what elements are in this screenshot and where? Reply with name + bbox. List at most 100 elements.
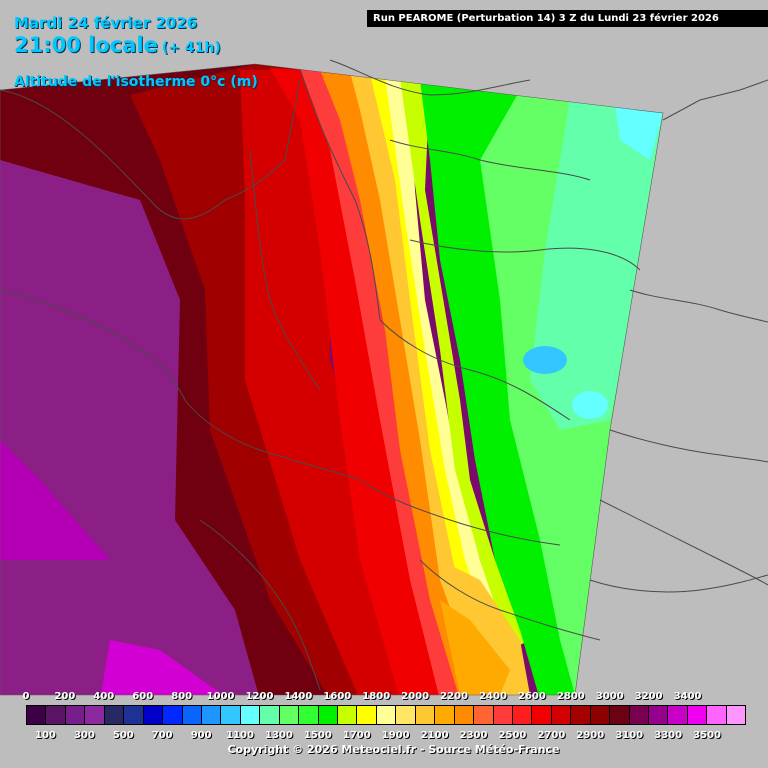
legend-label: 3200 bbox=[634, 691, 663, 702]
legend-swatch bbox=[474, 706, 494, 724]
legend-swatch bbox=[668, 706, 688, 724]
legend-label: 600 bbox=[132, 691, 154, 702]
border-12 bbox=[629, 289, 768, 323]
border-10 bbox=[609, 429, 768, 463]
legend-swatch bbox=[318, 706, 338, 724]
legend-swatch bbox=[124, 706, 144, 724]
border-1 bbox=[249, 149, 321, 391]
border-4 bbox=[409, 239, 641, 271]
legend-swatch bbox=[299, 706, 319, 724]
legend-label: 1200 bbox=[245, 691, 274, 702]
borders bbox=[0, 59, 768, 691]
legend-swatch bbox=[726, 706, 746, 724]
legend-label: 700 bbox=[151, 730, 173, 741]
legend-swatch bbox=[27, 706, 47, 724]
legend-label: 1700 bbox=[342, 730, 371, 741]
legend-swatch bbox=[143, 706, 164, 724]
band-yellowgreen bbox=[400, 78, 530, 650]
legend-label: 1100 bbox=[226, 730, 254, 741]
legend-label: 1800 bbox=[362, 691, 391, 702]
legend-swatch bbox=[163, 706, 183, 724]
legend-label: 1600 bbox=[323, 691, 352, 702]
coastline-baltic bbox=[329, 59, 531, 96]
legend-label: 400 bbox=[93, 691, 115, 702]
border-3 bbox=[389, 139, 591, 181]
legend-label: 2100 bbox=[420, 730, 449, 741]
legend-swatch bbox=[376, 706, 397, 724]
border-9 bbox=[419, 559, 601, 641]
band-lightorange-south bbox=[440, 600, 510, 695]
legend-label: 200 bbox=[54, 691, 76, 702]
legend-swatch bbox=[590, 706, 611, 724]
legend-swatch bbox=[65, 706, 86, 724]
coastline-channel bbox=[0, 289, 186, 401]
band-yellow-orange bbox=[350, 72, 510, 690]
legend-label: 2000 bbox=[401, 691, 430, 702]
legend-label: 300 bbox=[73, 730, 95, 741]
copyright: Copyright © 2026 Meteociel.fr - Source M… bbox=[227, 743, 560, 756]
legend-label: 2400 bbox=[479, 691, 507, 702]
legend-swatch bbox=[240, 706, 261, 724]
legend-swatch bbox=[396, 706, 416, 724]
legend-swatch bbox=[221, 706, 241, 724]
band-red-core bbox=[240, 70, 445, 695]
legend-swatch bbox=[415, 706, 436, 724]
legend-swatch bbox=[357, 706, 377, 724]
legend-swatch bbox=[649, 706, 669, 724]
legend-label: 3400 bbox=[673, 691, 702, 702]
run-info-bar: Run PEAROME (Perturbation 14) 3 Z du Lun… bbox=[367, 10, 768, 27]
color-legend bbox=[26, 705, 746, 725]
legend-swatch bbox=[104, 706, 125, 724]
band-lightblue-spot bbox=[523, 346, 567, 374]
legend-label: 2700 bbox=[537, 730, 566, 741]
legend-swatch bbox=[532, 706, 552, 724]
legend-label: 0 bbox=[22, 691, 30, 702]
coastline-north bbox=[0, 79, 301, 220]
legend-swatch bbox=[85, 706, 105, 724]
legend-swatch bbox=[493, 706, 513, 724]
legend-label: 1000 bbox=[206, 691, 235, 702]
band-aquagreen bbox=[530, 98, 663, 430]
legend-label: 2300 bbox=[459, 730, 488, 741]
legend-label: 1400 bbox=[284, 691, 313, 702]
legend-label: 800 bbox=[171, 691, 193, 702]
legend-label: 100 bbox=[35, 730, 56, 741]
border-ne bbox=[662, 79, 768, 121]
band-red-light bbox=[300, 68, 475, 695]
legend-swatch bbox=[454, 706, 475, 724]
border-6 bbox=[184, 399, 361, 481]
border-8 bbox=[199, 519, 321, 691]
forecast-offset: (+ 41h) bbox=[161, 40, 221, 56]
legend-label: 1500 bbox=[303, 730, 332, 741]
border-2 bbox=[299, 69, 381, 321]
legend-swatch bbox=[201, 706, 222, 724]
legend-swatch bbox=[551, 706, 572, 724]
border-7 bbox=[359, 479, 561, 546]
border-11 bbox=[589, 574, 768, 593]
legend-swatch bbox=[279, 706, 300, 724]
legend-swatch bbox=[338, 706, 358, 724]
band-magenta-sw bbox=[0, 440, 110, 560]
parameter-title: Altitude de l'isotherme 0°c (m) bbox=[14, 74, 258, 90]
border-5 bbox=[379, 319, 571, 421]
legend-label: 2600 bbox=[518, 691, 546, 702]
legend-swatch bbox=[182, 706, 202, 724]
legend-swatch bbox=[687, 706, 708, 724]
legend-swatch bbox=[46, 706, 66, 724]
band-cyan-spot bbox=[572, 391, 608, 419]
legend-swatch bbox=[610, 706, 630, 724]
legend-label: 3000 bbox=[595, 691, 624, 702]
forecast-time-label: 21:00 locale bbox=[14, 33, 158, 57]
legend-label: 3500 bbox=[693, 730, 721, 741]
legend-label: 2500 bbox=[498, 730, 527, 741]
forecast-date: Mardi 24 février 2026 bbox=[14, 14, 198, 32]
legend-label: 900 bbox=[190, 730, 212, 741]
legend-swatch bbox=[629, 706, 649, 724]
band-red bbox=[270, 68, 470, 695]
legend-label: 3300 bbox=[654, 730, 683, 741]
legend-swatch bbox=[707, 706, 727, 724]
legend-label: 3100 bbox=[615, 730, 644, 741]
border-13 bbox=[599, 499, 768, 586]
